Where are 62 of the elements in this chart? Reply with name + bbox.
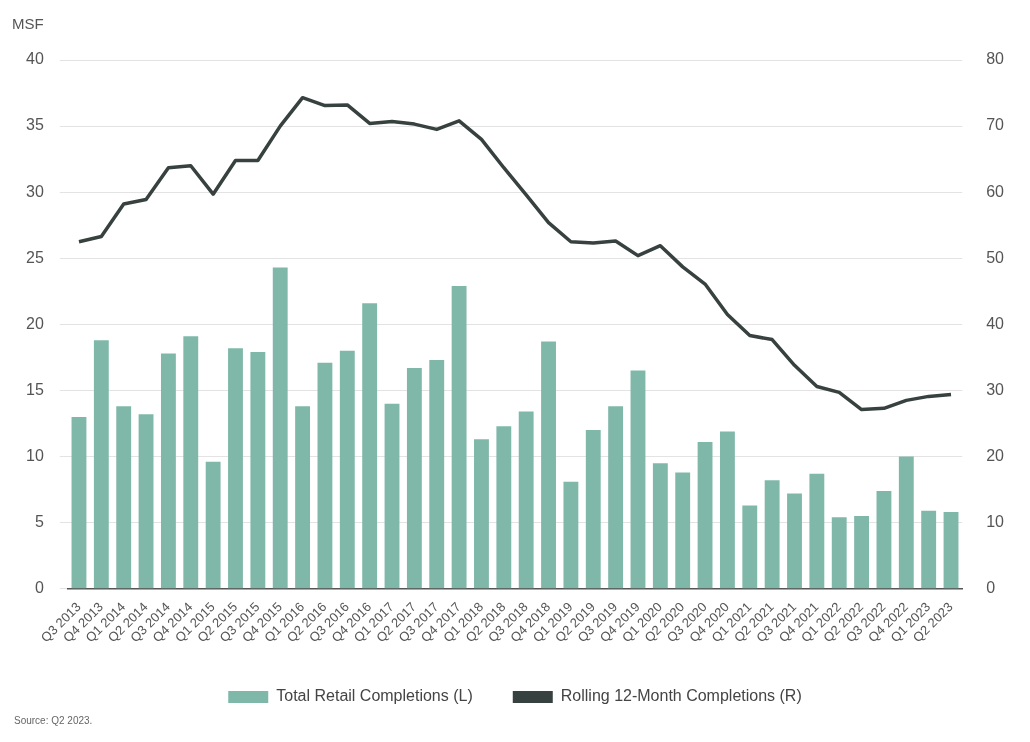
bar: [160, 353, 176, 589]
y-axis-title: MSF: [12, 14, 44, 32]
bar: [474, 439, 489, 589]
bar: [250, 352, 266, 589]
bar: [541, 341, 556, 589]
y2-tick-label: 40: [986, 314, 1005, 332]
bar: [138, 414, 154, 589]
bar: [943, 512, 959, 589]
y2-tick-label: 70: [986, 116, 1005, 134]
bar: [429, 360, 445, 589]
y2-tick-label: 0: [986, 579, 996, 597]
y2-tick-label: 20: [986, 446, 1005, 464]
bar: [608, 406, 624, 589]
bar: [652, 463, 668, 589]
bar: [496, 426, 512, 589]
bar: [563, 481, 579, 589]
bar: [406, 367, 422, 589]
bar: [831, 517, 847, 589]
bar: [876, 490, 892, 589]
bar: [764, 480, 780, 589]
bar: [854, 516, 870, 589]
bar: [317, 362, 333, 589]
bar: [787, 493, 802, 589]
y-tick-label: 15: [26, 380, 44, 398]
bar: [71, 416, 87, 589]
bar: [630, 370, 646, 589]
bar: [898, 456, 914, 589]
bar: [719, 431, 735, 589]
y-tick-label: 5: [34, 513, 44, 531]
bar: [384, 403, 400, 589]
y-tick-label: 25: [26, 248, 44, 266]
bar: [675, 472, 691, 589]
bar: [183, 336, 199, 589]
bar: [93, 340, 109, 589]
y2-tick-label: 80: [986, 50, 1005, 68]
y2-tick-label: 50: [986, 248, 1005, 266]
bar: [205, 461, 221, 589]
bar: [272, 267, 288, 589]
bar: [518, 411, 534, 589]
bar: [921, 510, 937, 589]
source-note: Source: Q2 2023.: [13, 715, 94, 726]
y2-tick-label: 30: [986, 380, 1005, 398]
bar: [228, 348, 243, 589]
legend-label: Total Retail Completions (L): [276, 687, 473, 705]
bar: [585, 430, 601, 589]
bar: [809, 473, 825, 589]
bar: [295, 406, 311, 589]
bar: [116, 406, 132, 589]
y-tick-label: 10: [26, 446, 44, 464]
y2-tick-label: 10: [986, 513, 1005, 531]
y-tick-label: 20: [26, 314, 44, 332]
bar: [339, 350, 355, 589]
y-tick-label: 30: [26, 182, 44, 200]
y-tick-label: 35: [26, 116, 44, 134]
bar: [451, 286, 467, 589]
y-tick-label: 40: [26, 50, 44, 68]
bar: [697, 441, 713, 589]
y-tick-label: 0: [34, 579, 44, 597]
y2-tick-label: 60: [986, 182, 1005, 200]
bar: [742, 505, 758, 589]
bar: [362, 303, 378, 589]
legend-label: Rolling 12-Month Completions (R): [560, 687, 802, 705]
